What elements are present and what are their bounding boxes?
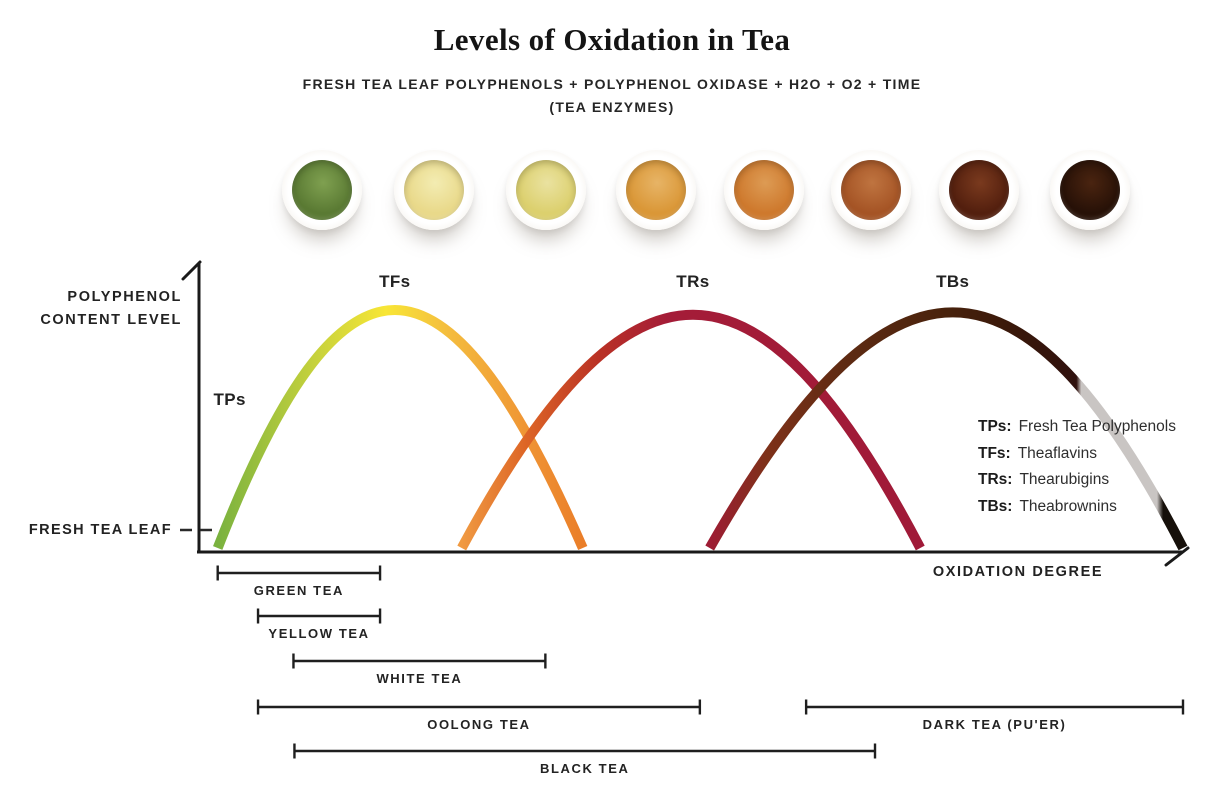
curve-tbs [705,307,1188,551]
legend-item: TBs: Theabrownins [978,494,1176,521]
page-title: Levels of Oxidation in Tea [433,22,791,57]
legend-item: TRs: Thearubigins [978,467,1176,494]
legend-term: TFs: [978,444,1011,462]
tea-cup-1-green-liquid [292,160,352,220]
legend-item: TFs: Theaflavins [978,441,1176,468]
tea-range-label: YELLOW TEA [268,626,370,641]
y-axis-label-line1: POLYPHENOL [67,289,182,305]
legend-term: TPs: [978,418,1012,435]
y-axis-label: POLYPHENOL CONTENT LEVEL [20,286,182,332]
legend: TPs: Fresh Tea Polyphenols TFs: Theaflavin… [978,414,1176,520]
tea-range-bracket [293,743,877,759]
legend-definition: Thearubigins [1019,471,1110,488]
subtitle-formula: FRESH TEA LEAF POLYPHENOLS + POLYPHENOL … [302,76,922,92]
x-axis-label: OXIDATION DEGREE [932,564,1104,580]
tea-cup-7-dark-red [939,150,1019,230]
legend-definition: Fresh Tea Polyphenols [1018,418,1176,435]
tea-cup-2-pale-yellow [394,150,474,230]
tea-range-label: GREEN TEA [253,583,344,598]
tea-cup-1-green [282,150,362,230]
curve-trs [457,310,925,551]
subtitle-enzymes: (TEA ENZYMES) [549,99,675,115]
baseline-label: FRESH TEA LEAF [28,522,172,538]
tea-cup-8-near-black-liquid [1060,160,1120,220]
legend-item: TPs: Fresh Tea Polyphenols [978,414,1176,441]
tea-cup-4-amber-liquid [626,160,686,220]
y-axis-label-line2: CONTENT LEVEL [40,312,182,328]
tea-cup-3-yellow-liquid [516,160,576,220]
tea-range-bracket [256,608,382,624]
tea-cup-6-red-brown [831,150,911,230]
tea-range-label: WHITE TEA [376,671,463,686]
tea-range-bracket [216,565,382,581]
tea-range-label: BLACK TEA [539,761,630,776]
tea-range-bracket [292,653,547,669]
tea-range-label: DARK TEA (PU'ER) [922,717,1067,732]
tea-cup-6-red-brown-liquid [841,160,901,220]
curve-label-tfs: TFs [379,272,411,291]
tea-cup-8-near-black [1050,150,1130,230]
legend-term: TBs: [978,497,1013,515]
tea-cup-4-amber [616,150,696,230]
curve-label-tps: TPs [213,390,246,409]
tea-cup-5-orange [724,150,804,230]
legend-definition: Theaflavins [1017,444,1097,462]
tea-cup-5-orange-liquid [734,160,794,220]
curve-tfs [213,305,588,551]
tea-range-bracket [804,699,1185,715]
curve-label-tbs: TBs [936,272,970,291]
tea-cup-7-dark-red-liquid [949,160,1009,220]
tea-cup-3-yellow [506,150,586,230]
curve-label-trs: TRs [676,272,710,291]
tea-range-bracket [256,699,702,715]
legend-definition: Theabrownins [1019,497,1117,515]
tea-cup-2-pale-yellow-liquid [404,160,464,220]
legend-term: TRs: [978,471,1013,488]
tea-range-label: OOLONG TEA [427,717,531,732]
